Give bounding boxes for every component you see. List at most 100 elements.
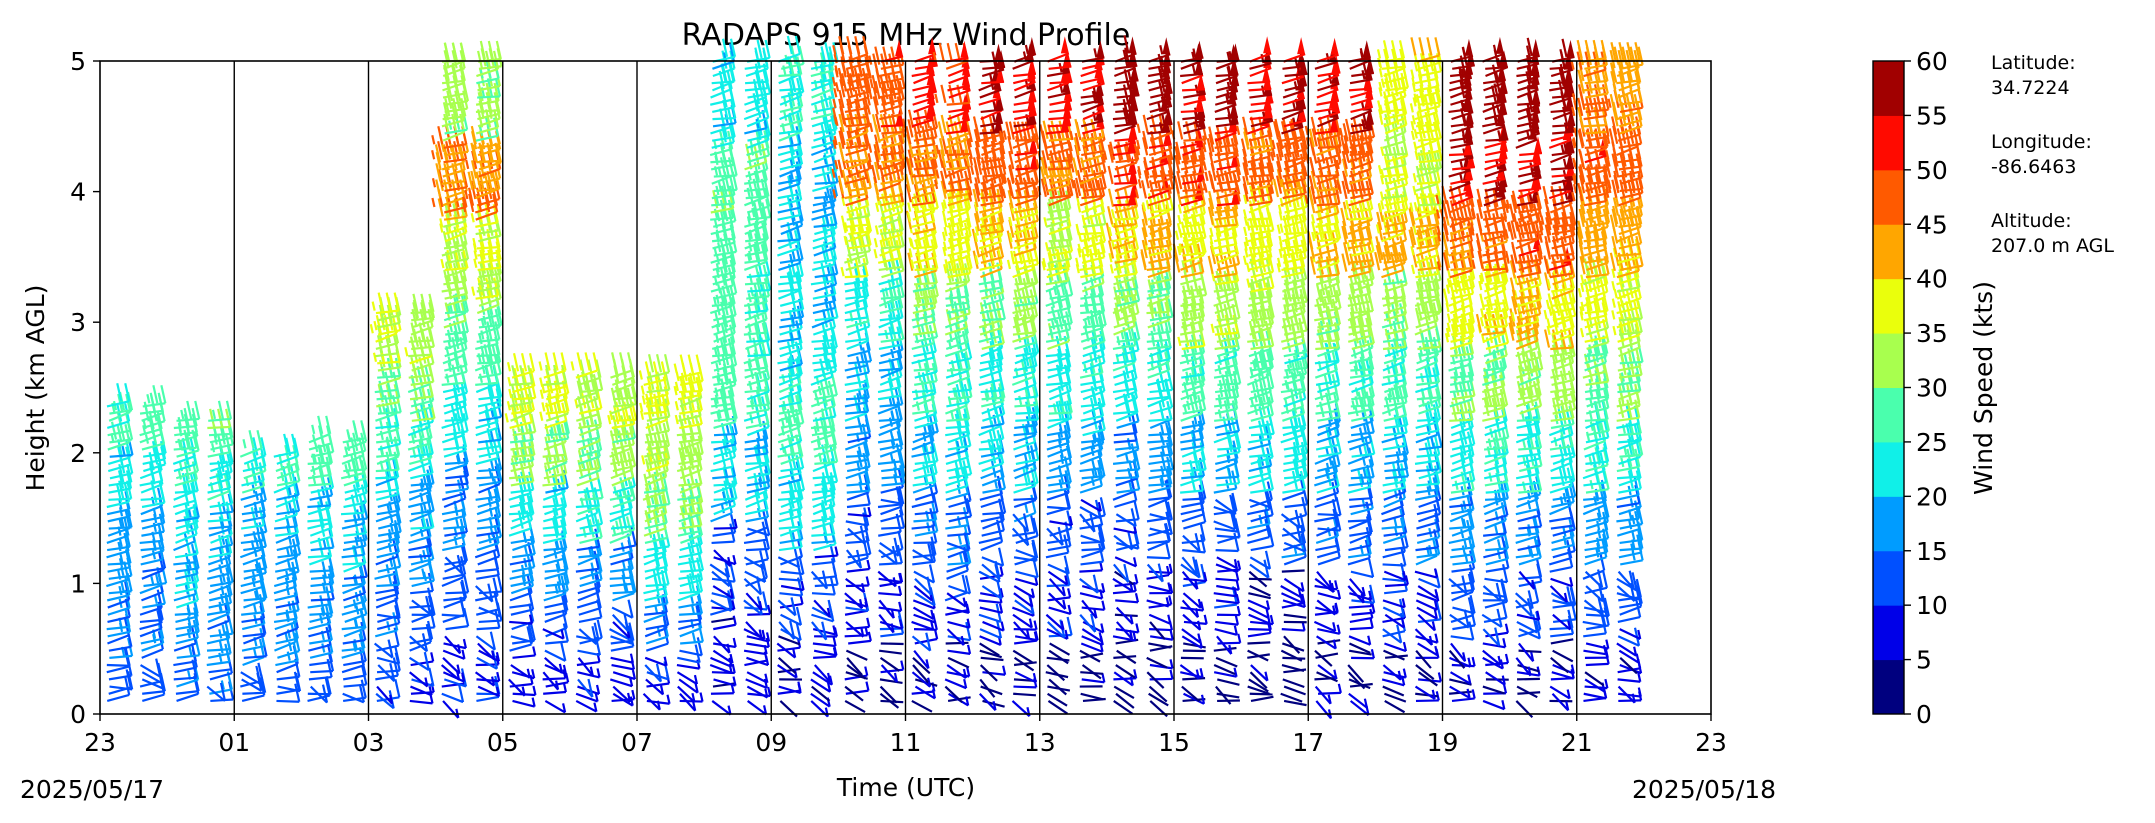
- wind-barb-shaft: [443, 319, 466, 329]
- wind-barb-shaft: [476, 542, 499, 552]
- wind-barb-shaft: [810, 145, 834, 157]
- wind-barb-shaft: [612, 590, 636, 595]
- wind-barb-shaft: [378, 530, 401, 537]
- wind-barb-flag: [937, 121, 944, 140]
- wind-barb-halfflag: [523, 557, 528, 568]
- wind-barb-flag: [495, 355, 502, 375]
- wind-barb-shaft: [915, 430, 938, 437]
- wind-barb-shaft: [277, 685, 301, 693]
- wind-barb-flag: [116, 382, 123, 402]
- wind-barb-shaft: [142, 690, 165, 695]
- wind-barb-shaft: [578, 606, 602, 616]
- wind-barb-shaft: [441, 248, 465, 257]
- wind-barb-flag: [257, 568, 264, 588]
- wind-barb-halfflag: [113, 430, 118, 440]
- wind-barb-shaft: [139, 622, 162, 631]
- wind-barb-shaft: [475, 109, 499, 114]
- wind-barb-halfflag: [641, 395, 646, 405]
- wind-barb-shaft: [475, 585, 494, 603]
- wind-barb-flag: [494, 228, 501, 248]
- wind-barb-shaft: [848, 639, 871, 645]
- wind-barb-halfflag: [252, 647, 258, 658]
- wind-barb-halfflag: [725, 424, 730, 435]
- wind-barb-shaft: [106, 594, 130, 602]
- wind-barb-shaft: [945, 295, 969, 300]
- wind-barb-shaft: [175, 580, 199, 588]
- wind-barb-flag: [325, 415, 332, 435]
- wind-barb-shaft: [944, 678, 967, 690]
- wind-barb-shaft: [678, 618, 702, 624]
- wind-barb-shaft: [376, 401, 399, 408]
- wind-barb-flag: [326, 477, 334, 496]
- wind-barb-shaft: [476, 286, 500, 293]
- wind-barb-shaft: [445, 258, 469, 264]
- wind-barb-shaft: [106, 545, 130, 552]
- wind-barb-flag: [183, 461, 190, 480]
- wind-barb-shaft: [210, 533, 233, 544]
- wind-barb-shaft: [509, 501, 533, 509]
- wind-barb-shaft: [376, 537, 400, 544]
- wind-barb-shaft: [711, 700, 732, 716]
- wind-barb-shaft: [813, 655, 836, 659]
- wind-barb-halfflag: [495, 686, 501, 697]
- wind-barb-shaft: [810, 279, 834, 286]
- wind-barb-halfflag: [220, 680, 225, 690]
- wind-barb-halfflag: [866, 617, 871, 628]
- wind-barb-halfflag: [959, 553, 964, 564]
- wind-barb-flag: [451, 269, 458, 289]
- wind-barb-shaft: [441, 508, 465, 516]
- wind-barb-flag: [486, 269, 493, 288]
- wind-barb-shaft: [175, 435, 198, 444]
- wind-barb-shaft: [510, 439, 533, 444]
- wind-barb-shaft: [476, 159, 500, 164]
- wind-barb-flag: [457, 683, 465, 703]
- wind-barb-flag: [325, 456, 332, 476]
- wind-barb-shaft: [273, 578, 297, 588]
- wind-barb-shaft: [308, 482, 332, 487]
- wind-barb-shaft: [879, 678, 903, 685]
- wind-barb-shaft: [643, 587, 666, 595]
- wind-barb-shaft: [508, 492, 531, 501]
- wind-barb-flag: [761, 591, 769, 610]
- wind-barb-shaft: [846, 567, 870, 573]
- wind-barb-shaft: [408, 562, 431, 573]
- wind-barb-shaft: [810, 425, 834, 430]
- wind-barb-flag: [470, 125, 477, 145]
- wind-barb-shaft: [409, 456, 432, 465]
- wind-barb-halfflag: [322, 574, 327, 584]
- wind-barb-shaft: [443, 311, 467, 322]
- wind-barb-halfflag: [440, 258, 445, 269]
- wind-barb-shaft: [277, 650, 300, 659]
- wind-barb-shaft: [344, 491, 367, 501]
- wind-barb-halfflag: [833, 88, 838, 98]
- wind-barb-shaft: [107, 598, 130, 609]
- wind-barb-shaft: [476, 77, 499, 85]
- wind-barb-flag: [225, 400, 233, 420]
- wind-barb-shaft: [343, 600, 367, 609]
- wind-barb-shaft: [946, 664, 967, 679]
- wind-barb-flag: [526, 574, 533, 594]
- wind-barb-shaft: [747, 353, 771, 358]
- wind-barb-shaft: [945, 511, 969, 516]
- wind-barb-shaft: [375, 692, 395, 710]
- wind-barb-halfflag: [873, 238, 878, 248]
- wind-barb-shaft: [710, 216, 734, 221]
- wind-barb-shaft: [342, 692, 365, 704]
- wind-barb-flag: [193, 661, 200, 680]
- wind-barb-shaft: [275, 497, 298, 509]
- wind-barb-shaft: [241, 678, 262, 692]
- wind-barb-shaft: [340, 472, 364, 480]
- wind-barb-shaft: [344, 613, 367, 623]
- wind-barb-shaft: [408, 353, 432, 358]
- wind-barb-shaft: [274, 513, 298, 523]
- wind-barb-flag: [460, 320, 468, 340]
- wind-barb-shaft: [442, 354, 465, 365]
- wind-barb-shaft: [443, 497, 466, 509]
- wind-barb-flag: [477, 50, 484, 70]
- wind-barb-shaft: [242, 632, 266, 638]
- wind-barb-shaft: [411, 417, 435, 422]
- wind-barb-shaft: [913, 367, 937, 372]
- wind-barb-halfflag: [495, 652, 500, 662]
- wind-barb-flag: [360, 679, 367, 698]
- wind-barb-flag: [460, 579, 468, 599]
